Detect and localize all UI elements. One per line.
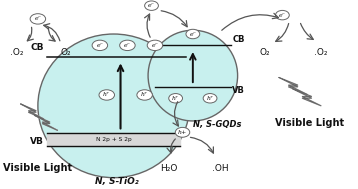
- Text: VB: VB: [30, 137, 44, 146]
- Text: O₂: O₂: [260, 48, 271, 57]
- Text: CB: CB: [30, 43, 44, 52]
- Polygon shape: [34, 115, 58, 130]
- Text: N, S-TiO₂: N, S-TiO₂: [95, 177, 139, 186]
- Text: .OH: .OH: [212, 164, 229, 173]
- Ellipse shape: [203, 94, 217, 103]
- Text: h⁺: h⁺: [141, 92, 148, 98]
- Ellipse shape: [137, 90, 153, 100]
- Text: h⁺: h⁺: [172, 96, 179, 101]
- Ellipse shape: [147, 40, 163, 51]
- Text: .O₂: .O₂: [10, 48, 24, 57]
- Text: .O₂: .O₂: [314, 48, 327, 57]
- Text: N, S-GQDs: N, S-GQDs: [193, 120, 241, 129]
- Text: h+: h+: [178, 130, 187, 135]
- Text: e⁻: e⁻: [151, 43, 159, 48]
- Text: e⁻: e⁻: [279, 13, 286, 18]
- Polygon shape: [279, 77, 308, 94]
- Text: H₂O: H₂O: [160, 164, 178, 173]
- Ellipse shape: [38, 34, 189, 178]
- Ellipse shape: [186, 29, 200, 39]
- Text: CB: CB: [232, 35, 245, 44]
- Ellipse shape: [145, 1, 158, 10]
- Text: e⁻: e⁻: [189, 32, 196, 36]
- Text: N 2p + S 2p: N 2p + S 2p: [96, 137, 131, 142]
- Ellipse shape: [148, 30, 238, 121]
- Ellipse shape: [276, 10, 289, 20]
- Ellipse shape: [92, 40, 108, 51]
- Text: Visible Light: Visible Light: [276, 118, 345, 128]
- Text: e⁻: e⁻: [96, 43, 103, 48]
- Text: h⁺: h⁺: [103, 92, 110, 98]
- Text: O₂: O₂: [60, 48, 71, 57]
- Ellipse shape: [30, 14, 45, 24]
- Polygon shape: [21, 104, 44, 119]
- Text: e⁻: e⁻: [34, 16, 42, 21]
- Polygon shape: [293, 89, 321, 106]
- Text: VB: VB: [232, 86, 245, 95]
- Text: h⁺: h⁺: [207, 96, 214, 101]
- Ellipse shape: [169, 94, 183, 103]
- Text: e⁻: e⁻: [148, 3, 155, 8]
- Text: Visible Light: Visible Light: [4, 163, 73, 173]
- Ellipse shape: [99, 90, 115, 100]
- Ellipse shape: [120, 40, 135, 51]
- Ellipse shape: [175, 127, 190, 137]
- Text: e⁻: e⁻: [124, 43, 131, 48]
